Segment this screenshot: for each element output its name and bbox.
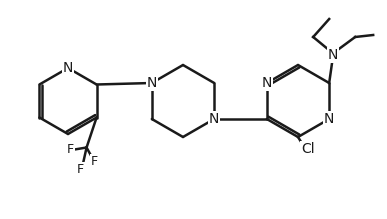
Text: N: N	[262, 76, 272, 90]
Text: N: N	[328, 48, 338, 62]
Text: F: F	[67, 143, 74, 156]
Text: Cl: Cl	[301, 142, 315, 156]
Text: N: N	[147, 76, 157, 90]
Text: F: F	[77, 163, 84, 176]
Text: N: N	[63, 61, 73, 75]
Text: N: N	[324, 112, 334, 126]
Text: F: F	[91, 155, 98, 168]
Text: N: N	[209, 112, 219, 126]
